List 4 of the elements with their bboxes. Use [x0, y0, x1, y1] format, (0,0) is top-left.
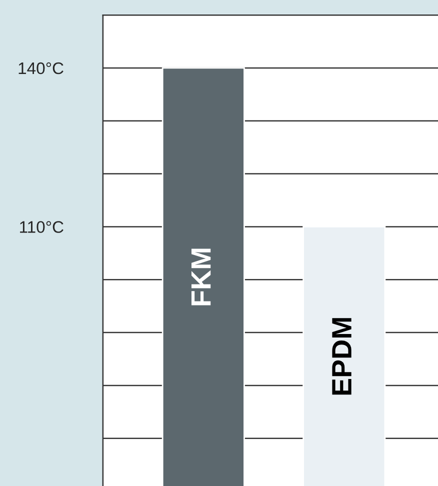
x-tick-label: FKM [191, 248, 211, 306]
y-tick-label: 110°C [20, 221, 64, 233]
y-tick-label: 140°C [18, 62, 64, 74]
x-tick-label: EPDM [332, 318, 352, 395]
